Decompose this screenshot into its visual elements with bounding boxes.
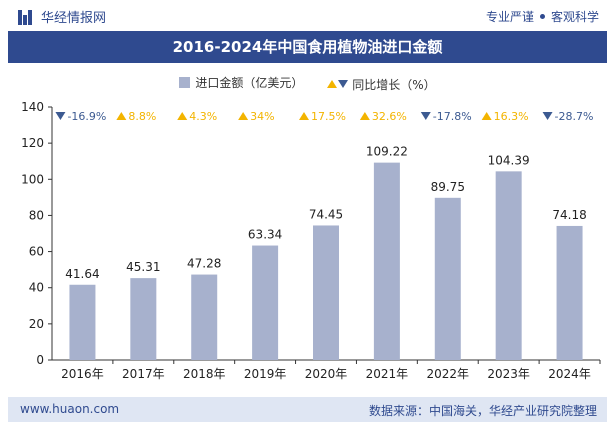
x-tick-label: 2018年 <box>183 367 226 381</box>
bar <box>191 274 218 360</box>
dot-icon <box>539 14 545 19</box>
growth-label: -16.9% <box>67 110 106 123</box>
bar-value-label: 74.18 <box>552 208 586 222</box>
x-tick-label: 2023年 <box>487 367 530 381</box>
footer-source: 数据来源：中国海关，华经产业研究院整理 <box>368 404 597 418</box>
brand-name: 华经情报网 <box>41 11 107 26</box>
growth-label: 32.6% <box>372 110 407 123</box>
bar <box>69 284 96 360</box>
legend-growth-label: 同比增长（%） <box>352 77 436 92</box>
bar-value-label: 63.34 <box>248 228 282 242</box>
legend: 进口金额（亿美元） 同比增长（%） <box>0 74 615 93</box>
bar <box>495 171 522 360</box>
bar <box>313 225 339 360</box>
growth-label: 34% <box>250 110 274 123</box>
growth-down-marker <box>420 112 431 120</box>
legend-bar-swatch <box>179 77 191 88</box>
x-tick-label: 2019年 <box>244 367 287 381</box>
legend-amount-label: 进口金额（亿美元） <box>195 76 304 90</box>
bar-value-label: 89.75 <box>431 180 465 194</box>
growth-label: 16.3% <box>494 110 529 123</box>
x-tick-label: 2016年 <box>61 367 104 381</box>
triangle-up-icon <box>327 80 338 88</box>
x-tick-label: 2017年 <box>122 367 165 381</box>
bar <box>556 225 583 360</box>
growth-label: 8.8% <box>128 110 156 123</box>
tagline: 专业严谨 客观科学 <box>486 8 599 25</box>
growth-up-marker <box>177 112 188 120</box>
bar-logo-icon <box>18 9 34 25</box>
triangle-down-icon <box>338 80 349 88</box>
growth-down-marker <box>542 112 553 120</box>
legend-item-growth: 同比增长（%） <box>327 76 436 93</box>
top-bar: 华经情报网 专业严谨 客观科学 <box>0 0 615 30</box>
growth-label: 4.3% <box>189 110 217 123</box>
growth-up-marker <box>238 112 249 120</box>
footer-bar: www.huaon.com 数据来源：中国海关，华经产业研究院整理 <box>8 397 607 422</box>
y-tick-label: 40 <box>29 281 44 295</box>
bar-value-label: 74.45 <box>309 207 343 221</box>
growth-up-marker <box>481 112 492 120</box>
growth-label: 17.5% <box>311 110 346 123</box>
y-tick-label: 0 <box>36 353 44 367</box>
bar-value-label: 41.64 <box>65 267 99 281</box>
y-tick-label: 20 <box>29 317 44 331</box>
growth-up-marker <box>116 112 127 120</box>
bar <box>434 197 461 360</box>
y-tick-label: 60 <box>29 245 44 259</box>
chart-title: 2016-2024年中国食用植物油进口金额 <box>172 38 443 56</box>
bar-value-label: 109.22 <box>366 145 408 159</box>
growth-label: -17.8% <box>433 110 472 123</box>
y-tick-label: 140 <box>21 100 44 114</box>
x-tick-label: 2020年 <box>305 367 348 381</box>
tagline-left: 专业严谨 <box>485 10 534 24</box>
bar-value-label: 45.31 <box>126 260 160 274</box>
growth-down-marker <box>55 112 66 120</box>
brand: 华经情报网 <box>18 7 106 26</box>
legend-item-amount: 进口金额（亿美元） <box>179 74 303 91</box>
y-tick-label: 80 <box>29 208 44 222</box>
growth-label: -28.7% <box>555 110 594 123</box>
bar <box>252 245 279 360</box>
bar-value-label: 47.28 <box>187 257 221 271</box>
x-tick-label: 2022年 <box>427 367 470 381</box>
y-tick-label: 120 <box>21 136 44 150</box>
growth-up-marker <box>359 112 370 120</box>
tagline-right: 客观科学 <box>550 10 599 24</box>
x-tick-label: 2024年 <box>548 367 591 381</box>
y-tick-label: 100 <box>21 172 44 186</box>
footer-website: www.huaon.com <box>20 402 120 416</box>
x-tick-label: 2021年 <box>366 367 409 381</box>
bar-value-label: 104.39 <box>488 153 530 167</box>
bar <box>373 162 400 360</box>
growth-up-marker <box>299 112 309 120</box>
bar <box>130 278 157 360</box>
title-bar: 2016-2024年中国食用植物油进口金额 <box>8 31 607 63</box>
